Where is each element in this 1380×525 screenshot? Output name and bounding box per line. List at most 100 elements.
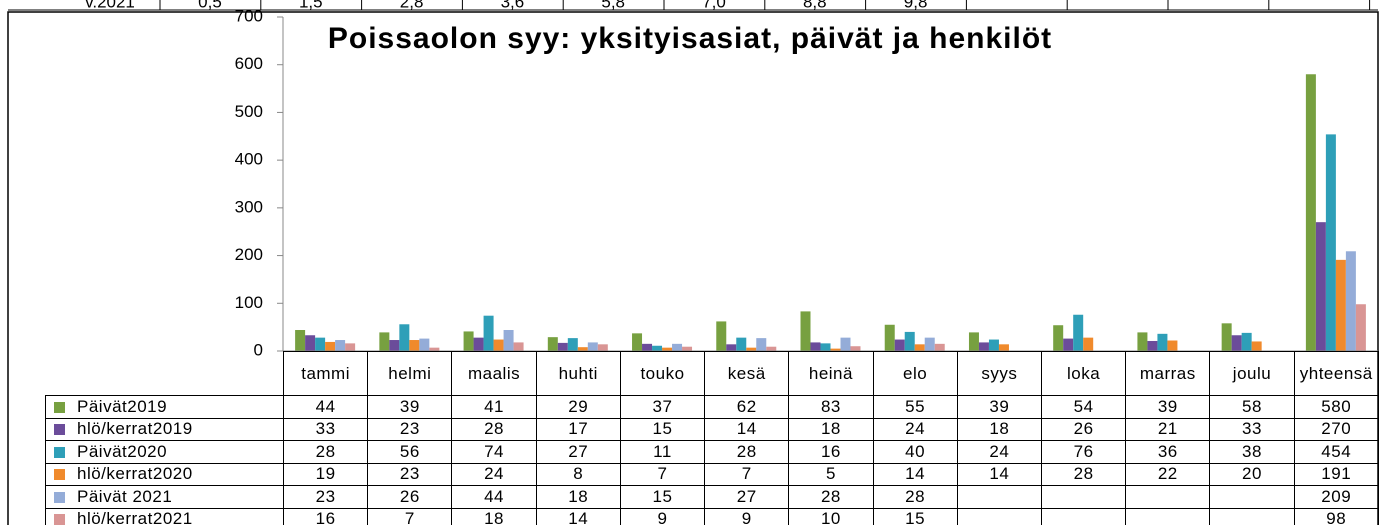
table-cell: 83 <box>788 395 874 419</box>
table-cell: 8 <box>535 462 621 486</box>
bar <box>399 324 410 351</box>
table-cell <box>1125 485 1211 509</box>
table-cell: 24 <box>872 417 958 441</box>
bar <box>1221 323 1232 351</box>
bar <box>756 338 767 351</box>
bar <box>389 340 400 351</box>
table-cell: 18 <box>956 417 1042 441</box>
bar <box>335 340 346 351</box>
table-cell <box>1040 507 1127 525</box>
table-cell: 39 <box>1125 395 1211 419</box>
table-cell: 36 <box>1125 440 1211 464</box>
table-cell: 580 <box>1293 395 1379 419</box>
table-cell: 54 <box>1040 395 1127 419</box>
bar <box>1167 340 1178 351</box>
table-cell: 9 <box>704 507 790 525</box>
bar <box>429 347 440 351</box>
table-cell: 209 <box>1293 485 1379 509</box>
table-cell: 33 <box>1209 417 1295 441</box>
legend-label: Päivät2019 <box>77 396 168 416</box>
table-cell: 14 <box>535 507 621 525</box>
bar <box>557 342 568 351</box>
top-row-value: 5,8 <box>601 0 625 11</box>
bar <box>379 332 390 351</box>
top-row-value: 2,8 <box>400 0 424 11</box>
table-cell: 14 <box>872 462 958 486</box>
table-cell: 21 <box>1125 417 1211 441</box>
bar <box>1063 338 1074 351</box>
bar <box>766 346 777 351</box>
bar <box>1137 332 1148 351</box>
legend-swatch <box>54 514 65 525</box>
table-cell: 28 <box>1040 462 1127 486</box>
table-cell: 11 <box>619 440 706 464</box>
bar <box>884 324 895 351</box>
category-label: helmi <box>367 351 453 396</box>
bar <box>587 342 598 351</box>
bar <box>800 311 811 351</box>
category-label: yhteensä <box>1293 351 1379 396</box>
table-cell: 28 <box>282 440 369 464</box>
table-cell: 29 <box>535 395 621 419</box>
table-cell: 33 <box>282 417 369 441</box>
bar <box>597 344 608 351</box>
table-cell: 18 <box>535 485 621 509</box>
bar <box>850 346 861 351</box>
bar <box>746 347 757 351</box>
table-cell: 10 <box>788 507 874 525</box>
category-label: marras <box>1125 351 1211 396</box>
bar <box>934 343 945 351</box>
bar <box>483 315 494 351</box>
top-row-value: 1,5 <box>299 0 323 11</box>
bar <box>632 333 643 351</box>
bar <box>820 343 831 351</box>
category-label: kesä <box>704 351 790 396</box>
top-row-value: 8,8 <box>803 0 827 11</box>
table-cell: 191 <box>1293 462 1379 486</box>
table-cell: 454 <box>1293 440 1379 464</box>
bar <box>924 337 935 351</box>
table-cell: 98 <box>1293 507 1379 525</box>
legend-swatch <box>54 446 65 458</box>
bar <box>840 337 851 351</box>
bar <box>830 348 841 351</box>
bar <box>1073 314 1084 351</box>
table-row: Päivät2020 28 56 74 27 11 28 16 40 24 76 36 38 454 <box>45 440 1379 464</box>
legend-cell: Päivät 2021 <box>45 485 284 509</box>
top-row-value: 3,6 <box>501 0 525 11</box>
bar <box>1355 304 1366 351</box>
table-cell: 18 <box>788 417 874 441</box>
bar <box>463 331 474 351</box>
y-tick-label: 700 <box>235 6 263 25</box>
category-label: touko <box>619 351 706 396</box>
table-cell: 55 <box>872 395 958 419</box>
bar <box>1231 335 1242 351</box>
table-cell: 28 <box>704 440 790 464</box>
bar <box>810 342 821 351</box>
table-cell: 44 <box>282 395 369 419</box>
category-label: tammi <box>282 351 369 396</box>
bar <box>736 337 747 351</box>
category-label: elo <box>872 351 958 396</box>
table-cell: 16 <box>282 507 369 525</box>
table-cell: 23 <box>282 485 369 509</box>
table-row: Päivät 2021 23 26 44 18 15 27 28 28 209 <box>45 485 1379 509</box>
table-cell: 15 <box>619 485 706 509</box>
table-cell: 15 <box>872 507 958 525</box>
bar <box>1147 340 1158 351</box>
y-tick-label: 500 <box>235 102 263 121</box>
table-cell: 9 <box>619 507 706 525</box>
table-corner <box>46 352 284 396</box>
table-cell: 22 <box>1125 462 1211 486</box>
top-row-value: 0,5 <box>198 0 222 11</box>
table-cell: 28 <box>788 485 874 509</box>
bar <box>577 347 588 351</box>
table-header-row: tammi helmi maalis huhti touko kesä heinä elo sy… <box>46 351 1379 396</box>
legend-swatch <box>54 424 65 436</box>
bar <box>325 341 336 351</box>
bar <box>1241 332 1252 351</box>
table-cell: 20 <box>1209 462 1295 486</box>
table-cell <box>956 507 1042 525</box>
bar <box>473 337 484 351</box>
